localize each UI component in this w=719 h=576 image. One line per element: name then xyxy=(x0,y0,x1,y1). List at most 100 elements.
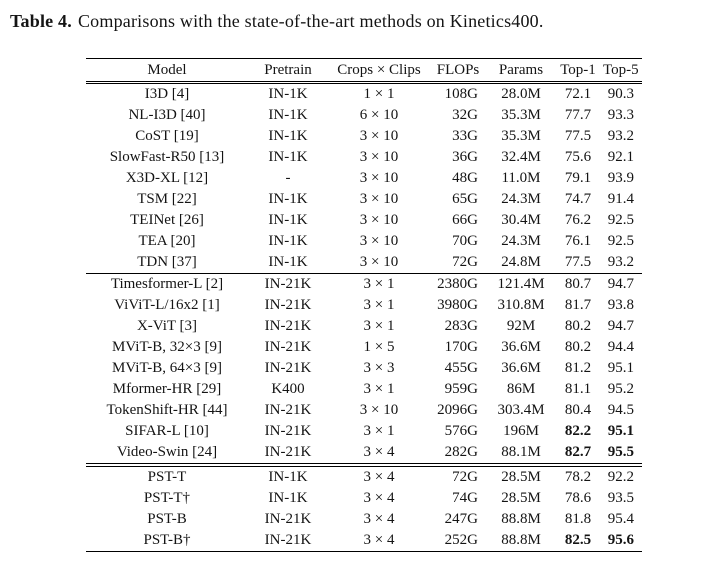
cell-top1: 81.1 xyxy=(564,381,592,397)
table-header: Model Pretrain Crops × Clips FLOPs Param… xyxy=(86,58,642,84)
cell-top1: 81.2 xyxy=(564,360,592,376)
cell-params: 310.8M xyxy=(497,297,545,313)
cell-params: 28.5M xyxy=(501,469,541,485)
cell-top5: 92.5 xyxy=(607,233,634,249)
cell-model: X3D-XL [12] xyxy=(125,170,209,186)
cell-model: Timesformer-L [2] xyxy=(110,276,224,292)
table-row: Mformer-HR [29] K400 3 × 1 959G 86M 81.1 95.2 xyxy=(86,379,642,400)
table-row: PST-T IN-1K 3 × 4 72G 28.5M 78.2 92.2 xyxy=(86,465,642,488)
cell-top1: 80.4 xyxy=(564,402,592,418)
cell-top5: 93.9 xyxy=(607,170,634,186)
cell-pretrain: IN-21K xyxy=(264,402,312,418)
cell-pretrain: IN-21K xyxy=(264,276,312,292)
cell-flops: 32G xyxy=(452,107,478,123)
cell-params: 28.5M xyxy=(501,490,541,506)
cell-crops-clips: 3 × 10 xyxy=(359,149,399,165)
cell-params: 35.3M xyxy=(501,128,541,144)
cell-flops: 959G xyxy=(444,381,478,397)
cell-flops: 108G xyxy=(444,86,478,102)
cell-model: ViViT-L/16x2 [1] xyxy=(114,297,220,313)
cell-flops: 252G xyxy=(444,532,478,548)
cell-pretrain: IN-1K xyxy=(268,107,308,123)
cell-flops: 74G xyxy=(452,490,478,506)
header-model: Model xyxy=(86,58,248,84)
group-cnn-methods: I3D [4] IN-1K 1 × 1 108G 28.0M 72.1 90.3 NL-I3D… xyxy=(86,83,642,274)
header-row: Model Pretrain Crops × Clips FLOPs Param… xyxy=(86,58,642,84)
cell-params: 35.3M xyxy=(501,107,541,123)
cell-flops: 72G xyxy=(452,254,478,270)
header-flops: FLOPs xyxy=(430,58,486,84)
group-transformer-methods: Timesformer-L [2] IN-21K 3 × 1 2380G 121.4M 8… xyxy=(86,273,642,466)
cell-flops: 2380G xyxy=(437,276,478,292)
cell-top1: 80.2 xyxy=(564,318,592,334)
table-row: TokenShift-HR [44] IN-21K 3 × 10 2096G 303.4… xyxy=(86,400,642,421)
cell-model: SIFAR-L [10] xyxy=(125,423,209,439)
cell-model: TokenShift-HR [44] xyxy=(106,402,228,418)
cell-crops-clips: 3 × 4 xyxy=(363,532,395,548)
cell-flops: 72G xyxy=(452,469,478,485)
cell-params: 36.6M xyxy=(501,360,541,376)
table-row: MViT-B, 64×3 [9] IN-21K 3 × 3 455G 36.6M 81.2… xyxy=(86,358,642,379)
cell-crops-clips: 3 × 10 xyxy=(359,212,399,228)
cell-top1: 75.6 xyxy=(564,149,592,165)
cell-top1: 82.2 xyxy=(564,423,592,439)
cell-pretrain: IN-1K xyxy=(268,212,308,228)
cell-crops-clips: 3 × 4 xyxy=(363,511,395,527)
cell-top5: 90.3 xyxy=(607,86,634,102)
cell-top5: 93.3 xyxy=(607,107,634,123)
cell-top5: 95.6 xyxy=(607,532,634,548)
cell-pretrain: IN-21K xyxy=(264,532,312,548)
table-row: PST-T† IN-1K 3 × 4 74G 28.5M 78.6 93.5 xyxy=(86,488,642,509)
cell-top1: 81.8 xyxy=(564,511,592,527)
cell-top5: 94.7 xyxy=(607,276,634,292)
cell-params: 32.4M xyxy=(501,149,541,165)
cell-crops-clips: 3 × 1 xyxy=(363,423,395,439)
cell-crops-clips: 3 × 4 xyxy=(363,469,395,485)
cell-model: PST-B† xyxy=(143,532,191,548)
table-caption-text: Comparisons with the state-of-the-art me… xyxy=(77,11,544,31)
cell-top1: 74.7 xyxy=(564,191,592,207)
cell-top5: 94.7 xyxy=(607,318,634,334)
cell-crops-clips: 3 × 1 xyxy=(363,381,395,397)
cell-top1: 78.2 xyxy=(564,469,592,485)
cell-top1: 78.6 xyxy=(564,490,592,506)
results-table: Model Pretrain Crops × Clips FLOPs Param… xyxy=(86,58,642,552)
cell-pretrain: IN-21K xyxy=(264,423,312,439)
cell-model: TEINet [26] xyxy=(130,212,204,228)
cell-crops-clips: 3 × 10 xyxy=(359,402,399,418)
cell-crops-clips: 3 × 4 xyxy=(363,444,395,460)
cell-pretrain: IN-1K xyxy=(268,86,308,102)
cell-crops-clips: 1 × 1 xyxy=(363,86,395,102)
table-row: CoST [19] IN-1K 3 × 10 33G 35.3M 77.5 93.2 xyxy=(86,126,642,147)
cell-top1: 82.5 xyxy=(564,532,592,548)
cell-top1: 79.1 xyxy=(564,170,592,186)
cell-params: 88.1M xyxy=(501,444,541,460)
cell-pretrain: IN-21K xyxy=(264,339,312,355)
cell-top5: 91.4 xyxy=(607,191,634,207)
table-row: PST-B IN-21K 3 × 4 247G 88.8M 81.8 95.4 xyxy=(86,509,642,530)
table-row: MViT-B, 32×3 [9] IN-21K 1 × 5 170G 36.6M 80.2… xyxy=(86,337,642,358)
cell-top5: 94.4 xyxy=(607,339,634,355)
cell-top1: 76.1 xyxy=(564,233,592,249)
cell-model: SlowFast-R50 [13] xyxy=(109,149,225,165)
cell-flops: 282G xyxy=(444,444,478,460)
cell-flops: 247G xyxy=(444,511,478,527)
cell-crops-clips: 3 × 1 xyxy=(363,276,395,292)
cell-model: X-ViT [3] xyxy=(136,318,198,334)
cell-pretrain: IN-1K xyxy=(268,254,308,270)
cell-pretrain: IN-21K xyxy=(264,444,312,460)
cell-params: 24.8M xyxy=(501,254,541,270)
cell-pretrain: IN-1K xyxy=(268,128,308,144)
cell-top1: 76.2 xyxy=(564,212,592,228)
table-row: TEINet [26] IN-1K 3 × 10 66G 30.4M 76.2 92.5 xyxy=(86,210,642,231)
cell-params: 88.8M xyxy=(501,532,541,548)
cell-model: PST-T† xyxy=(143,490,191,506)
table-row: SlowFast-R50 [13] IN-1K 3 × 10 36G 32.4M 75.6… xyxy=(86,147,642,168)
cell-flops: 70G xyxy=(452,233,478,249)
cell-crops-clips: 3 × 3 xyxy=(363,360,395,376)
table-container: Model Pretrain Crops × Clips FLOPs Param… xyxy=(86,58,642,552)
header-top1: Top-1 xyxy=(556,58,600,84)
cell-params: 121.4M xyxy=(497,276,545,292)
cell-crops-clips: 3 × 10 xyxy=(359,233,399,249)
